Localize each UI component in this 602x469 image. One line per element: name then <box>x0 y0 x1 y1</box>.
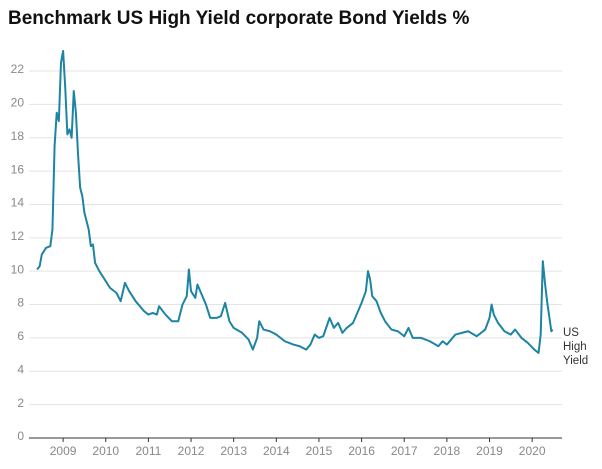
x-tick-label: 2009 <box>50 444 77 458</box>
y-tick-label: 4 <box>17 362 24 376</box>
y-tick-label: 8 <box>17 296 24 310</box>
x-tick-label: 2018 <box>434 444 461 458</box>
x-tick-label: 2019 <box>476 444 503 458</box>
y-tick-label: 16 <box>11 162 25 176</box>
y-tick-label: 12 <box>11 229 25 243</box>
x-tick-label: 2014 <box>263 444 290 458</box>
x-tick-label: 2016 <box>348 444 375 458</box>
x-tick-label: 2015 <box>306 444 333 458</box>
y-tick-label: 2 <box>17 396 24 410</box>
x-tick-label: 2011 <box>135 444 161 458</box>
y-tick-label: 20 <box>11 96 25 110</box>
y-tick-label: 10 <box>11 262 25 276</box>
series-label: US High Yield <box>563 327 589 367</box>
x-tick-label: 2020 <box>519 444 546 458</box>
y-tick-label: 22 <box>11 62 25 76</box>
x-tick-label: 2012 <box>178 444 205 458</box>
x-tick-label: 2010 <box>92 444 119 458</box>
chart-title: Benchmark US High Yield corporate Bond Y… <box>8 8 469 29</box>
y-tick-label: 0 <box>17 429 24 443</box>
x-tick-label: 2013 <box>220 444 247 458</box>
x-tick-label: 2017 <box>391 444 418 458</box>
series-line <box>36 49 554 354</box>
y-tick-label: 18 <box>11 129 25 143</box>
y-tick-label: 14 <box>11 196 25 210</box>
y-tick-label: 6 <box>17 329 24 343</box>
